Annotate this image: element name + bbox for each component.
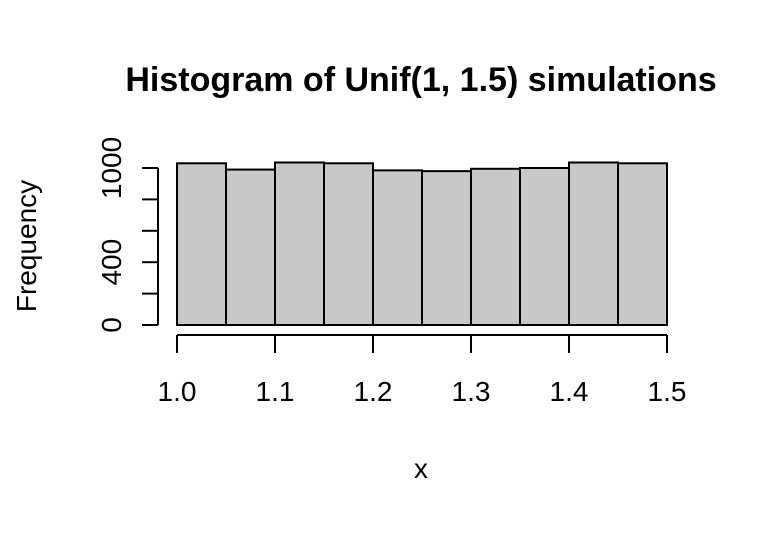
- histogram-bar: [421, 170, 472, 326]
- x-tick-label: 1.1: [256, 376, 295, 407]
- x-tick-label: 1.0: [158, 376, 197, 407]
- bars-layer: [176, 161, 668, 326]
- y-tick-label: 1000: [96, 137, 127, 199]
- histogram-bar: [176, 162, 227, 326]
- y-tick-label: 400: [96, 239, 127, 286]
- x-tick-label: 1.2: [354, 376, 393, 407]
- histogram-bar: [519, 167, 570, 326]
- y-tick-label: 0: [96, 317, 127, 333]
- histogram-bar: [274, 161, 325, 326]
- x-axis: 1.0 1.1 1.2 1.3 1.4 1.5: [158, 334, 687, 407]
- x-tick-label: 1.4: [550, 376, 589, 407]
- histogram-bar: [568, 161, 619, 326]
- histogram-bar: [372, 169, 423, 326]
- y-axis: 0 400 1000: [96, 137, 159, 333]
- x-tick-label: 1.5: [648, 376, 687, 407]
- chart-title: Histogram of Unif(1, 1.5) simulations: [125, 61, 716, 99]
- x-axis-label: x: [414, 453, 428, 484]
- histogram-bar: [470, 167, 521, 326]
- histogram-bar: [617, 162, 668, 326]
- x-tick-label: 1.3: [452, 376, 491, 407]
- histogram-bar: [323, 162, 374, 326]
- histogram-bar: [225, 168, 276, 326]
- y-axis-label: Frequency: [11, 180, 42, 312]
